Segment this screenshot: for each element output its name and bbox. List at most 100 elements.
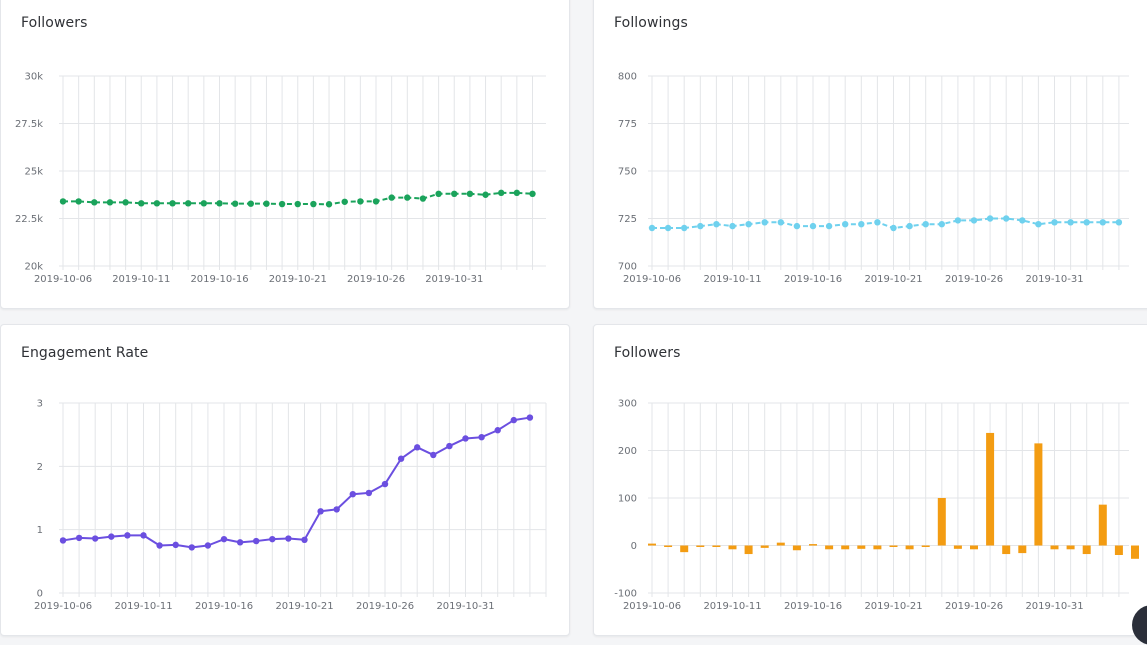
bar [841, 545, 850, 550]
bar [648, 543, 656, 546]
y-tick-label: 700 [618, 262, 637, 273]
data-point [1035, 221, 1042, 228]
data-point [729, 222, 736, 230]
data-point [954, 217, 962, 224]
y-tick-label: 30k [24, 72, 43, 83]
data-point [75, 198, 82, 205]
bar [905, 545, 914, 550]
x-tick-label: 2019-10-06 [34, 274, 92, 285]
data-point [75, 534, 83, 542]
data-point [713, 221, 720, 228]
data-point [185, 200, 192, 207]
y-tick-label: 3 [37, 399, 43, 410]
data-point [529, 190, 536, 197]
bar [937, 498, 946, 546]
data-point [397, 455, 405, 462]
card-title: Engagement Rate [21, 345, 149, 361]
data-point [466, 190, 474, 197]
data-point [874, 219, 881, 226]
data-point [204, 542, 212, 549]
data-point [494, 427, 501, 434]
x-tick-label: 2019-10-26 [945, 274, 1003, 285]
data-point [510, 416, 517, 424]
y-tick-label: 1 [37, 525, 43, 536]
followers-change-card: Followers -100 0 100 200 300 2019-10-06 2019-1… [593, 324, 1147, 636]
data-point [745, 221, 752, 228]
bar [744, 545, 753, 555]
data-point [793, 222, 801, 230]
data-point [269, 535, 276, 543]
data-point [761, 219, 768, 226]
bar [873, 545, 882, 550]
data-point [381, 480, 389, 488]
x-tick-label: 2019-10-11 [703, 601, 761, 612]
x-tick-label: 2019-10-31 [425, 274, 483, 285]
y-tick-label: 775 [618, 119, 637, 130]
data-point [1083, 219, 1090, 226]
x-tick-label: 2019-10-26 [347, 274, 405, 285]
bar [1002, 545, 1011, 555]
data-point [372, 198, 380, 205]
y-tick-label: -100 [614, 589, 637, 600]
bar [857, 545, 866, 549]
followers-line-chart: 20k 22.5k 25k 27.5k 30k 2019-10-06 2019-10-11 2… [15, 72, 546, 285]
data-point [388, 194, 395, 201]
x-tick-label: 2019-10-11 [112, 274, 170, 285]
bar [1066, 545, 1075, 550]
engagement-rate-chart: 0 1 2 3 2019-10-06 2019-10-11 2019-10-16 2019-1… [34, 399, 547, 612]
y-tick-label: 2 [37, 462, 43, 473]
x-tick-label: 2019-10-11 [114, 601, 172, 612]
data-point [138, 200, 145, 207]
y-tick-label: 20k [24, 262, 43, 273]
data-point [106, 199, 114, 206]
series-line [62, 416, 531, 549]
data-point [890, 224, 897, 232]
data-point [124, 532, 131, 539]
y-tick-label: 800 [618, 72, 637, 83]
data-point [247, 200, 254, 207]
data-point [365, 489, 373, 497]
data-point [419, 195, 427, 202]
data-point [498, 189, 505, 197]
data-point [1051, 219, 1058, 226]
data-point [462, 435, 469, 442]
bar [1114, 545, 1123, 555]
data-point [858, 221, 865, 228]
x-tick-label: 2019-10-26 [356, 601, 414, 612]
bar [825, 545, 834, 550]
followers-change-bar-chart: -100 0 100 200 300 2019-10-06 2019-10-11 2019-1… [614, 399, 1139, 612]
followings-line-card: Followings 700 725 750 775 800 2019-10-06 2019… [593, 0, 1147, 309]
y-tick-label: 300 [618, 399, 637, 410]
data-point [1003, 215, 1010, 222]
data-point [1115, 219, 1123, 226]
engagement-rate-card: Engagement Rate 0 1 2 3 2019-10-06 2019-10-11… [0, 324, 570, 636]
data-point [697, 222, 704, 230]
data-point [648, 224, 656, 232]
data-point [906, 222, 913, 230]
data-point [200, 200, 208, 207]
data-point [169, 200, 176, 207]
bar [889, 545, 898, 547]
bar [970, 545, 978, 550]
x-tick-label: 2019-10-16 [784, 274, 842, 285]
data-point [341, 198, 348, 205]
data-point [153, 200, 161, 207]
bar [776, 542, 785, 546]
data-point [664, 224, 672, 232]
x-tick-label: 2019-10-16 [195, 601, 253, 612]
bar [1050, 545, 1059, 550]
data-point [231, 200, 239, 207]
data-point [825, 222, 833, 230]
bar [1082, 545, 1091, 555]
data-point [430, 451, 437, 459]
card-title: Followers [21, 15, 88, 31]
x-tick-label: 2019-10-31 [1025, 274, 1083, 285]
data-point [278, 200, 286, 208]
data-point [333, 506, 340, 513]
data-point [301, 536, 308, 543]
x-tick-label: 2019-10-16 [190, 274, 248, 285]
data-point [216, 200, 223, 207]
bar [1018, 545, 1027, 554]
y-tick-label: 0 [37, 589, 43, 600]
data-point [91, 199, 98, 206]
